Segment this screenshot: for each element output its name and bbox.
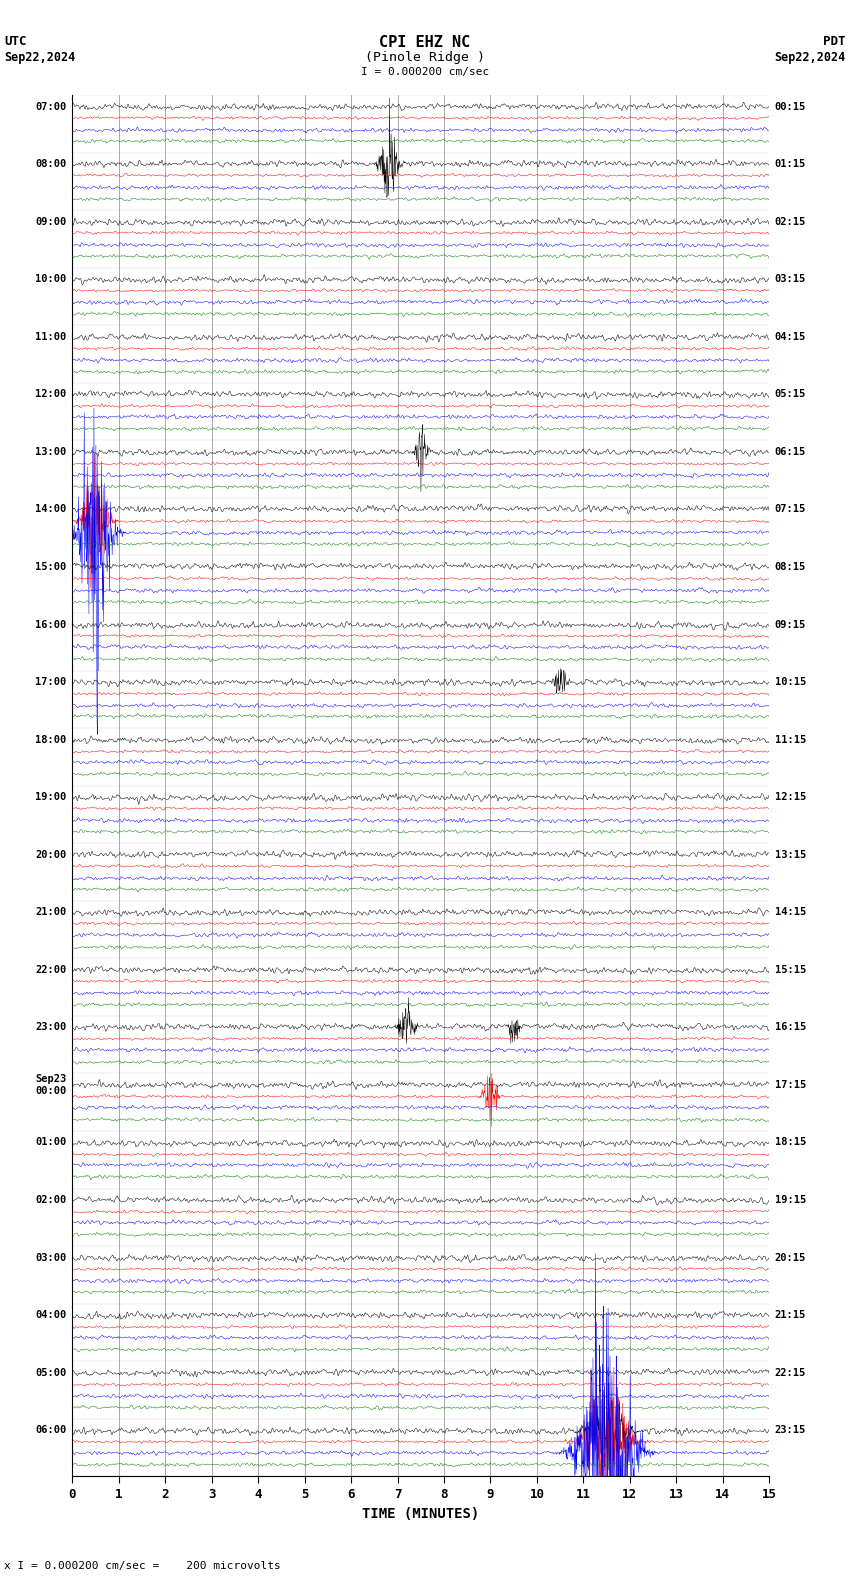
Text: x I = 0.000200 cm/sec =    200 microvolts: x I = 0.000200 cm/sec = 200 microvolts bbox=[4, 1562, 281, 1571]
Text: 20:00: 20:00 bbox=[36, 849, 66, 860]
Text: CPI EHZ NC: CPI EHZ NC bbox=[379, 35, 471, 49]
Text: 22:15: 22:15 bbox=[775, 1367, 806, 1378]
Text: (Pinole Ridge ): (Pinole Ridge ) bbox=[365, 51, 485, 63]
Text: 03:00: 03:00 bbox=[36, 1253, 66, 1262]
Text: 04:15: 04:15 bbox=[775, 331, 806, 342]
Text: 05:00: 05:00 bbox=[36, 1367, 66, 1378]
Text: 01:15: 01:15 bbox=[775, 158, 806, 169]
Text: I = 0.000200 cm/sec: I = 0.000200 cm/sec bbox=[361, 67, 489, 76]
Text: 01:00: 01:00 bbox=[36, 1137, 66, 1147]
Text: 19:00: 19:00 bbox=[36, 792, 66, 802]
Text: 08:00: 08:00 bbox=[36, 158, 66, 169]
Text: 15:15: 15:15 bbox=[775, 965, 806, 974]
Text: 16:00: 16:00 bbox=[36, 619, 66, 629]
Text: 07:00: 07:00 bbox=[36, 101, 66, 111]
Text: 23:00: 23:00 bbox=[36, 1022, 66, 1033]
Text: 19:15: 19:15 bbox=[775, 1194, 806, 1205]
Text: 09:15: 09:15 bbox=[775, 619, 806, 629]
Text: 16:15: 16:15 bbox=[775, 1022, 806, 1033]
Text: 04:00: 04:00 bbox=[36, 1310, 66, 1319]
Text: 13:15: 13:15 bbox=[775, 849, 806, 860]
Text: 00:15: 00:15 bbox=[775, 101, 806, 111]
Text: 17:15: 17:15 bbox=[775, 1080, 806, 1090]
Text: 23:15: 23:15 bbox=[775, 1426, 806, 1435]
Text: 08:15: 08:15 bbox=[775, 562, 806, 572]
Text: 20:15: 20:15 bbox=[775, 1253, 806, 1262]
Text: 07:15: 07:15 bbox=[775, 504, 806, 515]
Text: 11:15: 11:15 bbox=[775, 735, 806, 744]
Text: Sep22,2024: Sep22,2024 bbox=[774, 51, 846, 63]
Text: PDT: PDT bbox=[824, 35, 846, 48]
Text: 11:00: 11:00 bbox=[36, 331, 66, 342]
Text: 12:15: 12:15 bbox=[775, 792, 806, 802]
Text: 14:00: 14:00 bbox=[36, 504, 66, 515]
Text: 18:15: 18:15 bbox=[775, 1137, 806, 1147]
Text: Sep22,2024: Sep22,2024 bbox=[4, 51, 76, 63]
Text: 15:00: 15:00 bbox=[36, 562, 66, 572]
Text: 02:00: 02:00 bbox=[36, 1194, 66, 1205]
Text: Sep23
00:00: Sep23 00:00 bbox=[36, 1074, 66, 1096]
Text: 06:15: 06:15 bbox=[775, 447, 806, 456]
Text: 09:00: 09:00 bbox=[36, 217, 66, 227]
X-axis label: TIME (MINUTES): TIME (MINUTES) bbox=[362, 1506, 479, 1521]
Text: 21:15: 21:15 bbox=[775, 1310, 806, 1319]
Text: 13:00: 13:00 bbox=[36, 447, 66, 456]
Text: UTC: UTC bbox=[4, 35, 26, 48]
Text: 03:15: 03:15 bbox=[775, 274, 806, 284]
Text: 14:15: 14:15 bbox=[775, 908, 806, 917]
Text: 10:00: 10:00 bbox=[36, 274, 66, 284]
Text: 06:00: 06:00 bbox=[36, 1426, 66, 1435]
Text: 18:00: 18:00 bbox=[36, 735, 66, 744]
Text: 12:00: 12:00 bbox=[36, 390, 66, 399]
Text: 05:15: 05:15 bbox=[775, 390, 806, 399]
Text: 21:00: 21:00 bbox=[36, 908, 66, 917]
Text: 10:15: 10:15 bbox=[775, 676, 806, 687]
Text: 22:00: 22:00 bbox=[36, 965, 66, 974]
Text: 17:00: 17:00 bbox=[36, 676, 66, 687]
Text: 02:15: 02:15 bbox=[775, 217, 806, 227]
